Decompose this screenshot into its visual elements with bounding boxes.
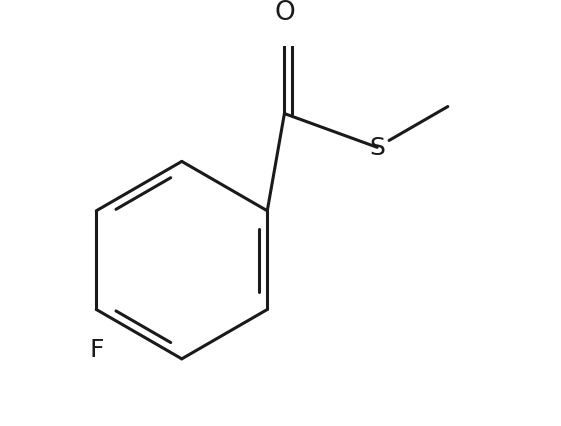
Text: O: O [274,0,295,26]
Text: F: F [89,337,104,361]
Text: S: S [369,136,385,160]
